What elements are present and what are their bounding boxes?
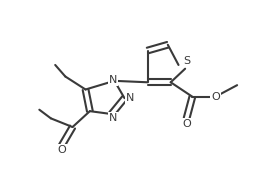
Text: N: N — [125, 93, 134, 103]
Text: O: O — [57, 145, 66, 155]
Text: O: O — [182, 118, 191, 129]
Text: O: O — [211, 92, 220, 102]
Text: N: N — [109, 75, 117, 85]
Text: N: N — [109, 113, 117, 122]
Text: S: S — [183, 56, 190, 66]
